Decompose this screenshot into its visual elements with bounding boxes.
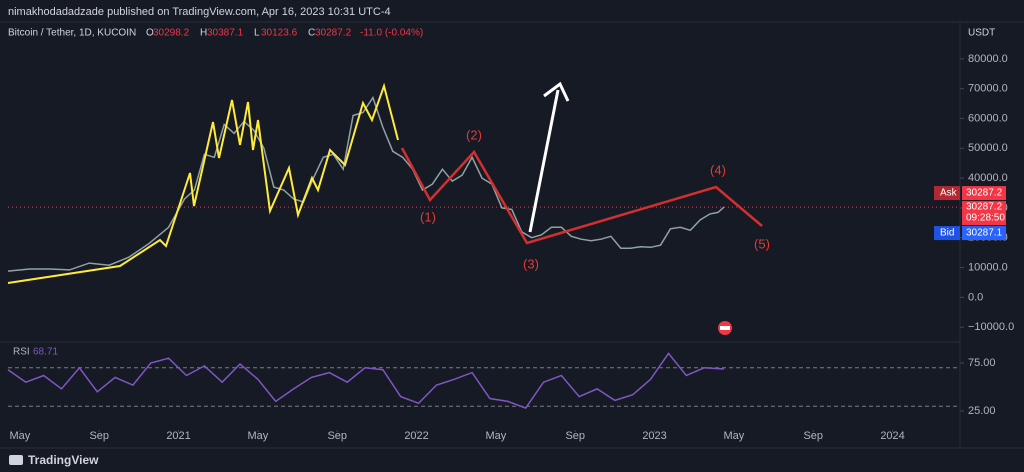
ohlc-value: 30387.1 — [207, 28, 244, 39]
wave-label: (2) — [466, 127, 482, 142]
logo — [9, 455, 23, 465]
header: nimakhodadadzade published on TradingVie… — [8, 6, 391, 18]
y-tick-label: 40000.0 — [968, 172, 1008, 184]
bid-box — [962, 226, 1006, 241]
arrow — [528, 89, 560, 233]
y-tick-label: −10000.0 — [968, 321, 1014, 333]
rsi-value: 68.71 — [33, 347, 58, 358]
wave-label: (4) — [710, 162, 726, 177]
x-tick-label: May — [486, 430, 507, 442]
x-tick-label: 2023 — [642, 430, 666, 442]
x-tick-label: Sep — [565, 430, 585, 442]
x-tick-label: 2022 — [404, 430, 428, 442]
bid-label: Bid — [940, 228, 954, 239]
ohlc-value: 30298.2 — [153, 28, 190, 39]
countdown: 09:28:50 — [966, 213, 1005, 224]
rsi-title: RSI — [13, 347, 30, 358]
ohlc-key: H — [200, 28, 207, 39]
bid-tag — [934, 226, 960, 241]
bid-value: 30287.1 — [966, 228, 1003, 239]
y-tick-label: 60000.0 — [968, 112, 1008, 124]
wave-label: (1) — [420, 209, 436, 224]
x-tick-label: May — [248, 430, 269, 442]
wave-drawing — [400, 147, 763, 245]
line — [7, 352, 725, 410]
rsi-tick-label: 25.00 — [968, 405, 996, 417]
x-tick-label: 2024 — [880, 430, 904, 442]
rsi-tick-label: 75.00 — [968, 357, 996, 369]
y-tick-label: 80000.0 — [968, 53, 1008, 65]
x-tick-label: Sep — [327, 430, 347, 442]
event-icon-flag — [720, 326, 730, 330]
ohlc-value: 30287.2 — [315, 28, 352, 39]
x-tick-label: May — [724, 430, 745, 442]
arrow-head — [543, 81, 570, 102]
y-tick-label: 10000.0 — [968, 261, 1008, 273]
y-tick-label: 50000.0 — [968, 142, 1008, 154]
ohlc-key: L — [254, 28, 260, 39]
change: -11.0 (-0.04%) — [360, 28, 423, 39]
x-tick-label: May — [10, 430, 31, 442]
wave-label: (3) — [523, 256, 539, 271]
ohlc-key: C — [308, 28, 315, 39]
symbol: Bitcoin / Tether, 1D, KUCOIN — [8, 28, 136, 39]
ask-box — [962, 186, 1006, 201]
wave-label: (5) — [754, 236, 770, 251]
plot: O 30298.2 H 30387.1 L 30123.6 C 30287.2 -11.0 (-… — [7, 28, 1014, 442]
ohlc-key: O — [146, 28, 154, 39]
axis-unit: USDT — [968, 28, 995, 39]
ask-tag — [934, 186, 960, 201]
footer[interactable]: TradingView — [28, 453, 99, 467]
y-tick-label: 0.0 — [968, 291, 983, 303]
last-box — [962, 201, 1006, 226]
last-value: 30287.2 — [966, 202, 1003, 213]
x-tick-label: Sep — [89, 430, 109, 442]
x-tick-label: Sep — [803, 430, 823, 442]
x-tick-label: 2021 — [166, 430, 190, 442]
ask-label: Ask — [940, 188, 958, 199]
ohlc-value: 30123.6 — [261, 28, 298, 39]
ask-value: 30287.2 — [966, 188, 1003, 199]
wave-drawing — [7, 82, 399, 284]
y-tick-label: 70000.0 — [968, 83, 1008, 95]
